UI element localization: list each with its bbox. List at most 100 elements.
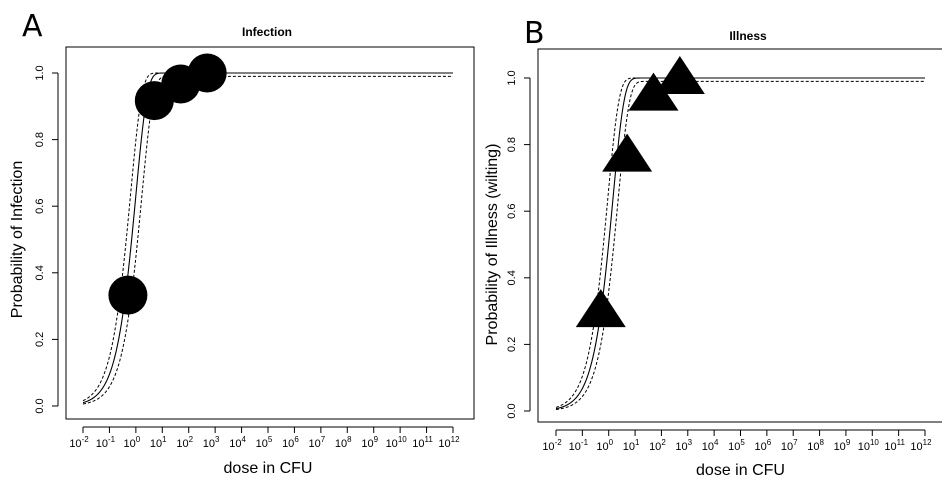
panel-letter: A [22, 9, 43, 44]
x-tick-exponent: 5 [268, 435, 273, 444]
x-tick-exponent: 9 [846, 438, 851, 447]
y-tick-label: 0.6 [506, 204, 518, 219]
x-tick-base: 10 [910, 441, 922, 453]
x-tick-base: 10 [649, 441, 661, 453]
x-tick-base: 10 [124, 438, 136, 450]
x-tick-base: 10 [755, 441, 767, 453]
x-tick-exponent: -2 [82, 435, 90, 444]
x-tick-exponent: 0 [136, 435, 141, 444]
x-tick-base: 10 [229, 438, 241, 450]
panel-letter: B [524, 16, 545, 51]
x-axis-label: dose in CFU [696, 462, 785, 479]
x-axis-label: dose in CFU [224, 460, 313, 477]
x-tick-exponent: 3 [688, 438, 693, 447]
fit-lower-bound [555, 80, 925, 411]
x-tick-exponent: 0 [609, 438, 614, 447]
x-tick-label: 1010 [386, 435, 408, 450]
x-tick-label: 100 [124, 435, 141, 450]
x-tick-base: 10 [807, 441, 819, 453]
plot-frame [65, 46, 475, 420]
y-tick-label: 0.8 [506, 137, 518, 152]
x-tick-exponent: 12 [923, 438, 932, 447]
x-tick-exponent: 11 [897, 438, 906, 447]
x-tick-label: 104 [702, 438, 719, 453]
x-tick-label: 109 [834, 438, 851, 453]
data-point-triangle [575, 289, 626, 328]
x-tick-exponent: 8 [347, 435, 352, 444]
y-axis-label: Probability of Infection [9, 161, 26, 318]
data-point-triangle [628, 72, 679, 111]
x-tick-label: 107 [309, 435, 326, 450]
x-tick-label: 108 [335, 435, 352, 450]
fit-curve [82, 72, 453, 404]
x-tick-base: 10 [203, 438, 215, 450]
y-tick-label: 0.8 [34, 132, 46, 147]
x-tick-base: 10 [858, 441, 870, 453]
fit-upper-bound [82, 72, 453, 402]
x-tick-base: 10 [623, 441, 635, 453]
x-tick-base: 10 [361, 438, 373, 450]
x-tick-base: 10 [335, 438, 347, 450]
panel-a: A Infection dose in CFU Probability of Infe… [9, 9, 475, 477]
x-tick-base: 10 [781, 441, 793, 453]
x-tick-base: 10 [176, 438, 188, 450]
x-tick-label: 10-2 [69, 435, 89, 450]
x-tick-exponent: 6 [294, 435, 299, 444]
x-tick-base: 10 [96, 438, 108, 450]
y-tick-label: 0.0 [506, 403, 518, 418]
x-tick-label: 105 [728, 438, 745, 453]
x-tick-exponent: 4 [714, 438, 719, 447]
x-tick-base: 10 [728, 441, 740, 453]
x-tick-exponent: 4 [241, 435, 246, 444]
x-tick-base: 10 [542, 441, 554, 453]
x-tick-label: 101 [623, 438, 640, 453]
fit-upper-bound [555, 77, 925, 408]
chart-title: Infection [242, 25, 292, 39]
x-tick-exponent: 1 [635, 438, 640, 447]
x-tick-exponent: 2 [189, 435, 194, 444]
x-tick-label: 102 [649, 438, 666, 453]
x-tick-label: 103 [203, 435, 220, 450]
data-point-circle [108, 275, 148, 315]
x-tick-exponent: 7 [793, 438, 798, 447]
data-point-triangle [602, 133, 653, 172]
x-tick-label: 10-1 [569, 438, 589, 453]
x-tick-base: 10 [438, 438, 450, 450]
x-tick-exponent: 5 [740, 438, 745, 447]
x-tick-exponent: 8 [819, 438, 824, 447]
x-tick-exponent: -1 [581, 438, 589, 447]
x-tick-base: 10 [884, 441, 896, 453]
x-tick-exponent: 1 [162, 435, 167, 444]
x-tick-exponent: 10 [398, 435, 407, 444]
data-point-triangle [654, 56, 705, 94]
data-point-circle [187, 53, 227, 93]
y-tick-label: 0.2 [506, 337, 518, 352]
x-tick-label: 10-2 [542, 438, 562, 453]
x-tick-label: 103 [675, 438, 692, 453]
chart-title: Illness [729, 29, 767, 43]
x-tick-label: 104 [229, 435, 246, 450]
x-tick-exponent: 7 [321, 435, 326, 444]
fit-lower-bound [82, 75, 453, 405]
x-tick-label: 105 [256, 435, 273, 450]
x-tick-base: 10 [834, 441, 846, 453]
x-tick-exponent: 6 [767, 438, 772, 447]
y-tick-label: 0.6 [34, 199, 46, 214]
y-tick-label: 0.0 [34, 398, 46, 413]
x-tick-exponent: 11 [425, 435, 434, 444]
x-tick-base: 10 [150, 438, 162, 450]
x-tick-label: 1011 [412, 435, 433, 450]
panel-b: B Illness dose in CFU Probability of Illnes… [484, 16, 942, 479]
x-tick-label: 1012 [910, 438, 932, 453]
plot-frame [537, 48, 942, 423]
y-tick-label: 0.2 [34, 332, 46, 347]
x-tick-base: 10 [309, 438, 321, 450]
x-tick-label: 106 [755, 438, 772, 453]
x-tick-label: 102 [176, 435, 193, 450]
x-tick-exponent: 2 [661, 438, 666, 447]
x-tick-exponent: 12 [451, 435, 460, 444]
x-tick-label: 108 [807, 438, 824, 453]
x-tick-label: 1012 [438, 435, 460, 450]
x-tick-base: 10 [569, 441, 581, 453]
